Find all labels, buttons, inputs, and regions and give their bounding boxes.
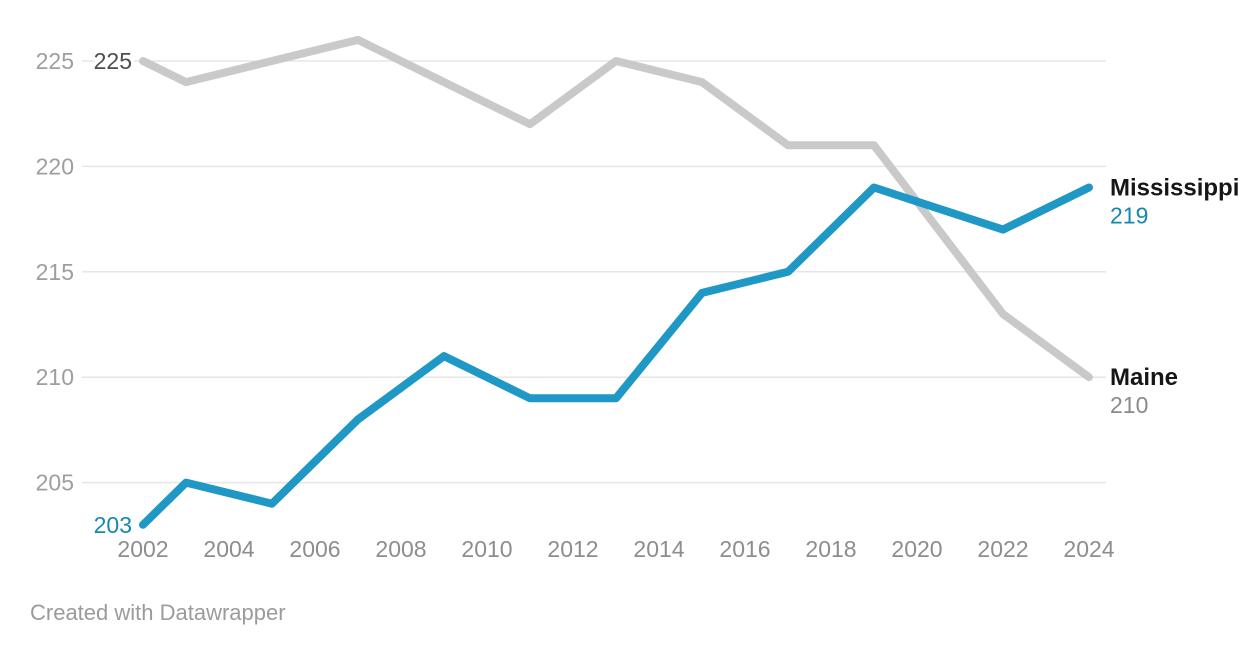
- maine-line: [139, 35, 1093, 382]
- x-tick-label-2002: 2002: [117, 536, 168, 562]
- series-lines-group: [139, 35, 1093, 529]
- line-chart: 225 220 215 210 205 2002 2004 2006 2008 2010 2012…: [35, 35, 1243, 562]
- mississippi-line: [139, 183, 1093, 529]
- maine-name-label: Maine: [1110, 364, 1178, 391]
- x-tick-label-2016: 2016: [719, 536, 770, 562]
- x-tick-label-2020: 2020: [891, 536, 942, 562]
- x-tick-label-2012: 2012: [547, 536, 598, 562]
- x-tick-label-2008: 2008: [375, 536, 426, 562]
- y-tick-label-210: 210: [36, 364, 74, 390]
- y-tick-label-205: 205: [36, 470, 74, 496]
- y-tick-label-215: 215: [36, 259, 74, 285]
- datawrapper-credit-link[interactable]: Created with Datawrapper: [30, 600, 286, 625]
- x-tick-label-2006: 2006: [289, 536, 340, 562]
- mississippi-start-value-label: 203: [94, 512, 132, 538]
- y-tick-label-225: 225: [36, 48, 74, 74]
- x-axis-labels-group: 2002 2004 2006 2008 2010 2012 2014 2016 2018 2020…: [117, 536, 1114, 562]
- x-tick-label-2024: 2024: [1063, 536, 1114, 562]
- maine-start-value-label: 225: [94, 48, 132, 74]
- x-tick-label-2004: 2004: [203, 536, 254, 562]
- x-tick-label-2018: 2018: [805, 536, 856, 562]
- y-tick-label-220: 220: [36, 153, 74, 179]
- x-tick-label-2010: 2010: [461, 536, 512, 562]
- x-tick-label-2022: 2022: [977, 536, 1028, 562]
- mississippi-end-value-label: 219: [1110, 203, 1148, 229]
- mississippi-name-label: Mississippi: [1110, 175, 1239, 202]
- gridlines-group: [82, 60, 1106, 484]
- maine-end-value-label: 210: [1110, 392, 1148, 418]
- y-axis-labels-group: 225 220 215 210 205: [36, 48, 74, 496]
- x-tick-label-2014: 2014: [633, 536, 684, 562]
